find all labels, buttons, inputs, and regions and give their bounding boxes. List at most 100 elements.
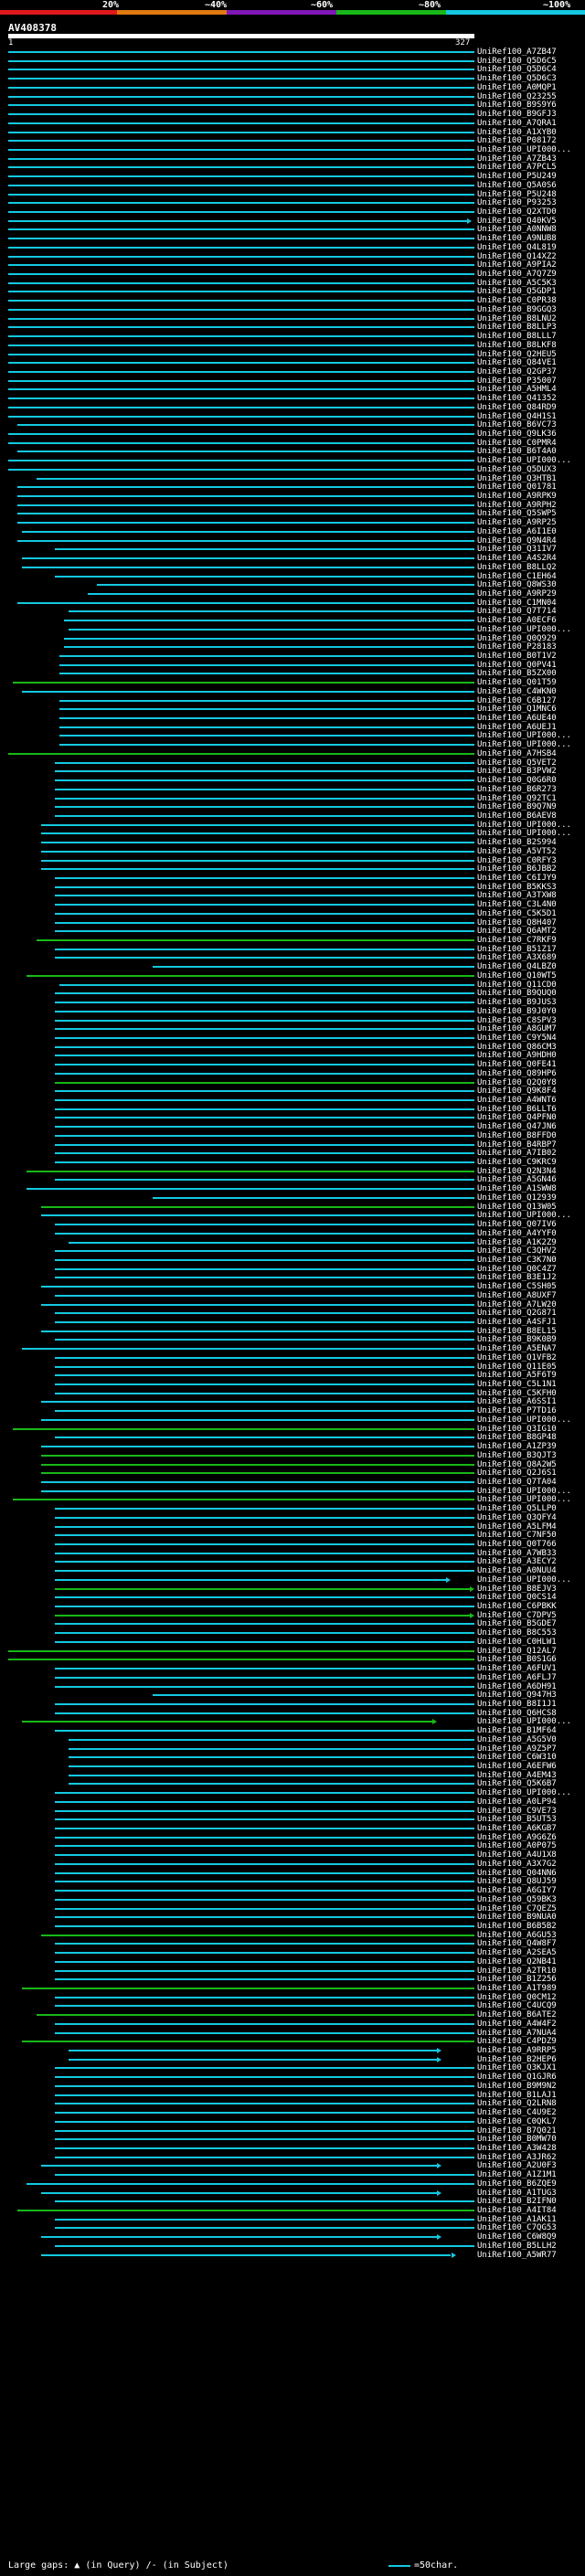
hit-alignment-line[interactable] [55,2005,474,2008]
hit-label[interactable]: UniRef100_B0T1V2 [477,652,557,661]
hit-alignment-line[interactable] [55,1871,474,1874]
hit-label[interactable]: UniRef100_A1Z1M1 [477,2170,557,2180]
hit-label[interactable]: UniRef100_B1MF64 [477,1726,557,1736]
hit-row[interactable]: UniRef100_A9Z5P7 [0,1744,585,1754]
hit-label[interactable]: UniRef100_Q0FE41 [477,1060,557,1070]
hit-row[interactable]: UniRef100_C0RFY3 [0,856,585,865]
hit-alignment-line[interactable] [55,948,474,950]
hit-row[interactable]: UniRef100_A7ZB43 [0,154,585,164]
hit-label[interactable]: UniRef100_UPI000... [477,1574,571,1585]
hit-alignment-line[interactable] [40,1463,474,1466]
hit-label[interactable]: UniRef100_Q12AL7 [477,1646,557,1656]
hit-alignment-line[interactable] [69,1241,474,1244]
hit-label[interactable]: UniRef100_C0QKL7 [477,2116,557,2126]
hit-row[interactable]: UniRef100_B2HEP6 [0,2055,585,2064]
hit-row[interactable]: UniRef100_B2IFN0 [0,2197,585,2206]
hit-label[interactable]: UniRef100_Q11CD0 [477,980,557,990]
hit-row[interactable]: UniRef100_B8C553 [0,1628,585,1638]
hit-label[interactable]: UniRef100_Q4LBZ0 [477,962,557,972]
hit-alignment-line[interactable] [55,1792,474,1795]
hit-label[interactable]: UniRef100_Q84RD9 [477,402,557,412]
hit-label[interactable]: UniRef100_C6PBKK [477,1602,557,1611]
hit-row[interactable]: UniRef100_A7IB02 [0,1149,585,1158]
hit-label[interactable]: UniRef100_A3X689 [477,953,557,963]
hit-label[interactable]: UniRef100_Q8WS30 [477,580,557,590]
hit-alignment-line[interactable] [8,468,474,471]
hit-alignment-line[interactable] [27,1188,474,1191]
hit-label[interactable]: UniRef100_Q5A0S6 [477,180,557,190]
hit-alignment-line[interactable] [55,806,474,809]
hit-row[interactable]: UniRef100_Q14XZ2 [0,252,585,261]
hit-row[interactable]: UniRef100_Q5D6C5 [0,57,585,66]
hit-row[interactable]: UniRef100_B1LAJ1 [0,2091,585,2100]
hit-label[interactable]: UniRef100_Q31IV7 [477,545,557,555]
hit-row[interactable]: UniRef100_Q5K6B7 [0,1779,585,1788]
hit-row[interactable]: UniRef100_A0NNW8 [0,225,585,234]
hit-row[interactable]: UniRef100_C6PBKK [0,1602,585,1611]
hit-row[interactable]: UniRef100_A6GIY7 [0,1886,585,1895]
hit-alignment-line[interactable] [8,326,474,329]
hit-row[interactable]: UniRef100_Q4LBZ0 [0,962,585,971]
hit-row[interactable]: UniRef100_Q31IV7 [0,545,585,554]
hit-row[interactable]: UniRef100_B3QJT3 [0,1451,585,1460]
hit-label[interactable]: UniRef100_B8LNU2 [477,313,557,323]
hit-label[interactable]: UniRef100_A9PIA2 [477,260,557,270]
hit-alignment-line[interactable] [40,1303,474,1306]
hit-row[interactable]: UniRef100_UPI000... [0,1788,585,1797]
hit-alignment-line[interactable] [55,2244,474,2247]
hit-row[interactable]: UniRef100_Q2J6S1 [0,1468,585,1478]
hit-row[interactable]: UniRef100_UPI000... [0,1487,585,1496]
hit-label[interactable]: UniRef100_B9QUQ0 [477,989,557,999]
hit-label[interactable]: UniRef100_A5GN46 [477,1175,557,1185]
hit-alignment-line[interactable] [55,1045,474,1048]
hit-row[interactable]: UniRef100_C1MN04 [0,599,585,608]
hit-row[interactable]: UniRef100_C3QHV2 [0,1246,585,1256]
hit-label[interactable]: UniRef100_UPI000... [477,456,571,466]
hit-alignment-line[interactable] [36,477,474,480]
hit-label[interactable]: UniRef100_A6SSI1 [477,1397,557,1407]
hit-row[interactable]: UniRef100_Q5D6C4 [0,65,585,74]
hit-row[interactable]: UniRef100_A1TUG3 [0,2189,585,2198]
hit-alignment-line[interactable] [8,140,474,143]
hit-row[interactable]: UniRef100_B8I1J1 [0,1700,585,1709]
hit-row[interactable]: UniRef100_A4WNT6 [0,1096,585,1105]
hit-row[interactable]: UniRef100_A1ZP39 [0,1442,585,1451]
hit-row[interactable]: UniRef100_B8LNU2 [0,314,585,323]
hit-row[interactable]: UniRef100_A3JR62 [0,2153,585,2162]
hit-label[interactable]: UniRef100_Q2N3N4 [477,1166,557,1176]
hit-label[interactable]: UniRef100_Q5GDP1 [477,287,557,297]
hit-alignment-line[interactable] [40,1205,474,1208]
hit-alignment-line[interactable] [55,770,474,773]
hit-label[interactable]: UniRef100_A1ZP39 [477,1442,557,1451]
hit-label[interactable]: UniRef100_Q0CM12 [477,1992,557,2002]
hit-row[interactable]: UniRef100_A6DH91 [0,1682,585,1691]
hit-row[interactable]: UniRef100_A1Z1M1 [0,2170,585,2179]
hit-alignment-line[interactable] [55,1685,474,1688]
hit-alignment-line[interactable] [40,823,474,826]
hit-row[interactable]: UniRef100_A5LFM4 [0,1522,585,1532]
hit-label[interactable]: UniRef100_B8EL15 [477,1326,557,1336]
hit-label[interactable]: UniRef100_C7QEZ5 [477,1903,557,1913]
hit-row[interactable]: UniRef100_Q84VE1 [0,358,585,367]
hit-label[interactable]: UniRef100_A7HSB4 [477,748,557,758]
hit-label[interactable]: UniRef100_A5G5V0 [477,1734,557,1744]
hit-label[interactable]: UniRef100_UPI000... [477,624,571,634]
hit-label[interactable]: UniRef100_A4WNT6 [477,1096,557,1105]
hit-label[interactable]: UniRef100_A3W428 [477,2143,557,2153]
hit-alignment-line[interactable] [8,255,474,258]
hit-alignment-line[interactable] [8,344,474,346]
hit-alignment-line[interactable] [8,193,474,196]
hit-alignment-line[interactable] [69,610,474,613]
hit-alignment-line[interactable] [40,868,474,871]
hit-label[interactable]: UniRef100_A1SWW8 [477,1184,557,1194]
hit-label[interactable]: UniRef100_Q41352 [477,394,557,404]
hit-row[interactable]: UniRef100_C8SPV3 [0,1016,585,1025]
hit-alignment-line[interactable] [55,1818,474,1821]
hit-alignment-line[interactable] [55,1525,474,1528]
hit-row[interactable]: UniRef100_A4EM43 [0,1771,585,1780]
hit-row[interactable]: UniRef100_B8EJV3 [0,1585,585,1594]
hit-row[interactable]: UniRef100_A5F6T9 [0,1371,585,1380]
hit-label[interactable]: UniRef100_A7Q7Z9 [477,270,557,279]
hit-alignment-line[interactable] [55,1907,474,1910]
hit-label[interactable]: UniRef100_C3K7N0 [477,1255,557,1265]
